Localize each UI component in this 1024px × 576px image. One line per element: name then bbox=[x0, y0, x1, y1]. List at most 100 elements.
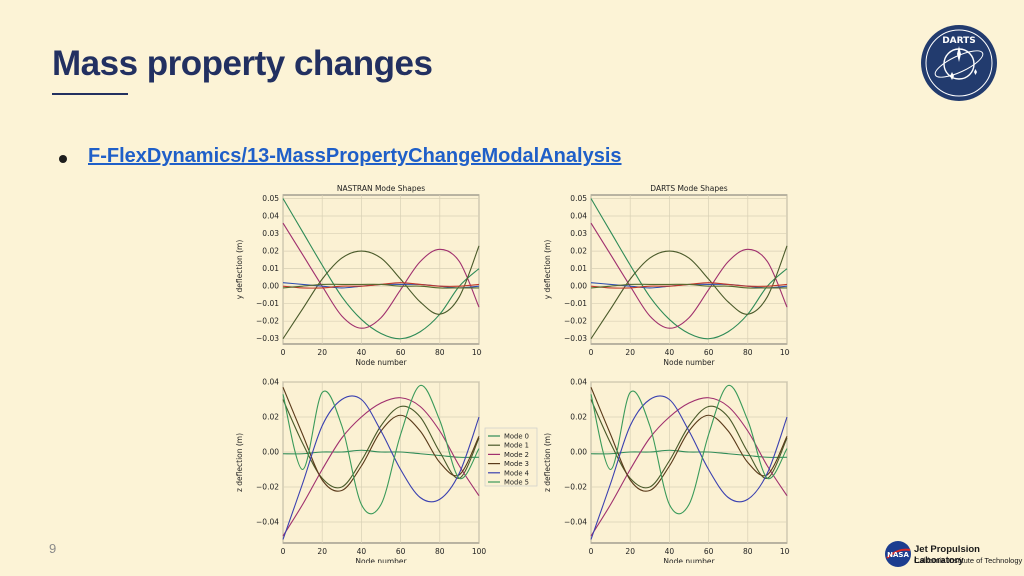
x-tick-label: 80 bbox=[743, 547, 753, 556]
y-tick-label: 0.05 bbox=[570, 194, 587, 203]
mode-line-5 bbox=[590, 384, 788, 515]
jpl-subtitle: California Institute of Technology bbox=[914, 556, 1023, 565]
x-tick-label: 60 bbox=[704, 547, 714, 556]
mode-line-0 bbox=[590, 449, 788, 458]
mode-line-1 bbox=[590, 222, 788, 329]
slide-title: Mass property changes bbox=[52, 44, 433, 83]
y-tick-label: −0.02 bbox=[256, 483, 279, 492]
x-axis-label: Node number bbox=[355, 358, 407, 367]
x-tick-label: 20 bbox=[625, 348, 635, 357]
x-tick-label: 100 bbox=[472, 348, 482, 357]
legend-label: Mode 5 bbox=[504, 479, 529, 487]
chart-title: NASTRAN Mode Shapes bbox=[337, 184, 425, 193]
x-tick-label: 100 bbox=[780, 547, 790, 556]
y-tick-label: 0.02 bbox=[570, 247, 587, 256]
page-number: 9 bbox=[49, 541, 57, 556]
y-tick-label: −0.01 bbox=[564, 299, 587, 308]
darts-y-mode-plot: 0 20 40 60 80 100 −0.03 −0.02 −0.01 0.00 0.01 0.02 0… bbox=[543, 184, 790, 367]
legend-label: Mode 2 bbox=[504, 451, 529, 459]
x-tick-label: 60 bbox=[396, 348, 406, 357]
x-tick-label: 0 bbox=[589, 348, 594, 357]
y-tick-label: 0.04 bbox=[262, 212, 279, 221]
y-tick-label: 0.02 bbox=[570, 413, 587, 422]
y-tick-label: 0.02 bbox=[262, 413, 279, 422]
legend-label: Mode 0 bbox=[504, 433, 529, 441]
y-tick-label: −0.02 bbox=[256, 317, 279, 326]
nastran-y-mode-plot: 0 20 40 60 80 100 −0.03 −0.02 −0.01 0.00 0.01 0.02 0… bbox=[235, 184, 482, 367]
y-tick-label: 0.00 bbox=[570, 282, 587, 291]
x-tick-label: 80 bbox=[743, 348, 753, 357]
title-underline bbox=[52, 93, 128, 95]
x-tick-label: 40 bbox=[357, 547, 367, 556]
x-tick-label: 40 bbox=[357, 348, 367, 357]
plot-area bbox=[282, 381, 480, 544]
y-axis-label: y deflection (m) bbox=[543, 240, 552, 300]
x-tick-label: 20 bbox=[625, 547, 635, 556]
chart-title: DARTS Mode Shapes bbox=[650, 184, 727, 193]
mode-line-5 bbox=[282, 384, 480, 515]
y-tick-label: 0.03 bbox=[262, 229, 279, 238]
x-axis-label: Node number bbox=[663, 557, 715, 563]
mode-line-5 bbox=[282, 283, 479, 289]
y-tick-label: −0.02 bbox=[564, 483, 587, 492]
y-tick-label: 0.01 bbox=[570, 264, 587, 273]
mode-line-2 bbox=[590, 397, 788, 537]
x-tick-label: 80 bbox=[435, 547, 445, 556]
plot-area bbox=[590, 381, 788, 544]
x-tick-label: 40 bbox=[665, 547, 675, 556]
y-tick-label: 0.04 bbox=[570, 212, 587, 221]
mode-line-4 bbox=[282, 395, 480, 540]
y-axis-label: z deflection (m) bbox=[235, 433, 244, 492]
darts-logo: DARTS bbox=[921, 25, 997, 101]
darts-logo-text: DARTS bbox=[942, 36, 976, 46]
x-tick-label: 20 bbox=[317, 547, 327, 556]
y-tick-label: 0.05 bbox=[262, 194, 279, 203]
y-tick-label: 0.00 bbox=[262, 282, 279, 291]
x-tick-label: 100 bbox=[780, 348, 790, 357]
mode-line-2 bbox=[282, 245, 480, 340]
mode-line-4 bbox=[590, 395, 788, 540]
y-tick-label: 0.03 bbox=[570, 229, 587, 238]
y-tick-label: 0.01 bbox=[262, 264, 279, 273]
x-tick-label: 0 bbox=[589, 547, 594, 556]
x-tick-label: 20 bbox=[317, 348, 327, 357]
x-axis-label: Node number bbox=[663, 358, 715, 367]
legend-box bbox=[484, 427, 538, 487]
bullet-dot bbox=[59, 155, 67, 163]
mode-line-5 bbox=[590, 283, 787, 289]
mode-line-0 bbox=[282, 198, 480, 340]
legend-label: Mode 4 bbox=[504, 469, 529, 477]
y-tick-label: −0.02 bbox=[564, 317, 587, 326]
nasa-meatball-icon: NASA bbox=[885, 541, 911, 567]
mode-line-0 bbox=[590, 198, 788, 340]
x-tick-label: 0 bbox=[281, 348, 286, 357]
y-tick-label: −0.01 bbox=[256, 299, 279, 308]
y-tick-label: 0.00 bbox=[262, 448, 279, 457]
x-axis-label: Node number bbox=[355, 557, 407, 563]
jpl-name: Jet Propulsion Laboratory bbox=[914, 544, 980, 566]
y-tick-label: −0.04 bbox=[564, 518, 587, 527]
mode-line-1 bbox=[282, 222, 480, 329]
x-tick-label: 40 bbox=[665, 348, 675, 357]
nastran-z-mode-plot: 0 20 40 60 80 100 −0.04 −0.02 0.00 0.02 0.04 Node n… bbox=[235, 378, 538, 563]
x-tick-label: 80 bbox=[435, 348, 445, 357]
x-tick-label: 100 bbox=[472, 547, 487, 556]
y-tick-label: −0.04 bbox=[256, 518, 279, 527]
y-tick-label: 0.04 bbox=[570, 378, 587, 387]
analysis-link[interactable]: F-FlexDynamics/13-MassPropertyChangeModa… bbox=[88, 145, 622, 167]
x-tick-label: 0 bbox=[281, 547, 286, 556]
plot-area bbox=[590, 194, 788, 345]
y-axis-label: z deflection (m) bbox=[543, 433, 552, 492]
legend-label: Mode 1 bbox=[504, 442, 529, 450]
y-tick-label: 0.02 bbox=[262, 247, 279, 256]
x-tick-label: 60 bbox=[704, 348, 714, 357]
mode-line-0 bbox=[282, 449, 480, 458]
mode-line-2 bbox=[282, 397, 480, 537]
x-tick-label: 60 bbox=[396, 547, 406, 556]
y-tick-label: 0.04 bbox=[262, 378, 279, 387]
mode-line-2 bbox=[590, 245, 788, 340]
darts-z-mode-plot: 0 20 40 60 80 100 −0.04 −0.02 0.00 0.02 0.04 Node n… bbox=[543, 378, 790, 563]
y-tick-label: 0.00 bbox=[570, 448, 587, 457]
legend-label: Mode 3 bbox=[504, 460, 529, 468]
y-axis-label: y deflection (m) bbox=[235, 240, 244, 300]
